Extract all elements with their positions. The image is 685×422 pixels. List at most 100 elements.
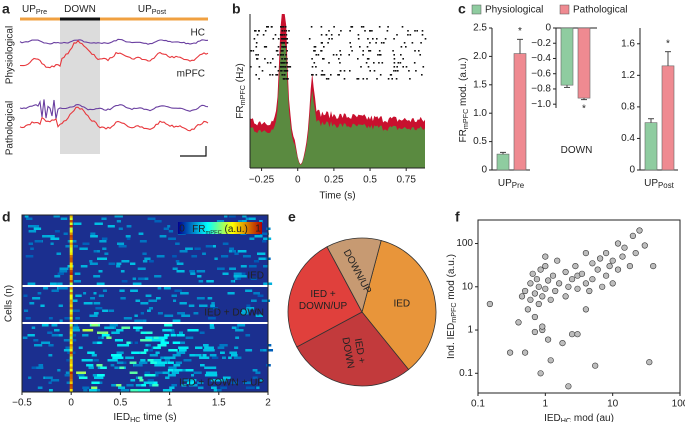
heatmap-cell xyxy=(162,329,172,332)
heatmap-cell xyxy=(178,341,186,344)
heatmap-cell xyxy=(35,225,40,228)
heatmap-cell xyxy=(191,374,195,377)
raster-spike xyxy=(409,78,411,80)
heatmap-onset xyxy=(69,272,73,275)
heatmap-cell xyxy=(41,341,51,344)
scatter-point xyxy=(602,250,610,257)
raster-spike xyxy=(284,26,287,28)
heatmap-cell xyxy=(195,346,203,349)
scatter-point xyxy=(562,293,569,300)
heatmap-cell xyxy=(250,307,255,310)
raster-spike xyxy=(320,26,323,28)
heatmap-onset xyxy=(69,215,73,218)
raster-spike xyxy=(281,30,283,32)
heatmap-cell xyxy=(147,379,154,382)
heatmap-cell xyxy=(48,381,52,384)
heatmap-cell xyxy=(157,344,167,347)
raster-spike xyxy=(272,58,274,60)
heatmap-cell xyxy=(149,349,153,352)
raster-spike xyxy=(378,62,380,64)
heatmap-cell xyxy=(82,242,90,245)
trace xyxy=(19,38,209,45)
heatmap-cell xyxy=(114,366,119,369)
category-label-main: UP xyxy=(644,178,658,189)
group-label: IED + DOWN + UP xyxy=(179,378,264,389)
heatmap-cell xyxy=(100,257,108,260)
raster-spike xyxy=(378,50,381,52)
heatmap-cell xyxy=(246,307,251,310)
raster-spike xyxy=(414,50,416,52)
heatmap-cell xyxy=(241,220,247,223)
raster-spike xyxy=(337,74,339,76)
raster-spike xyxy=(262,34,265,36)
heatmap-cell xyxy=(93,292,97,295)
x-axis-label: IEDHC mod (au) xyxy=(544,413,614,422)
heatmap-cell xyxy=(199,331,205,334)
heatmap-onset xyxy=(69,384,73,387)
heatmap-cell xyxy=(252,369,258,372)
raster-spike xyxy=(314,46,317,48)
heatmap-cell xyxy=(116,220,122,223)
heatmap-onset xyxy=(69,341,73,344)
raster-spike xyxy=(369,30,371,32)
heatmap-cell xyxy=(168,237,176,240)
x-axis-label-rest: mod (au) xyxy=(571,413,614,422)
scatter-point xyxy=(614,266,622,273)
heatmap-cell xyxy=(83,389,88,392)
heatmap-cell xyxy=(126,384,134,387)
raster-spike xyxy=(372,38,374,40)
heatmap-cell xyxy=(88,366,94,369)
heatmap-cell xyxy=(245,349,253,352)
heatmap-cell xyxy=(182,379,190,382)
heatmap-cell xyxy=(178,346,189,349)
heatmap-cell xyxy=(34,240,43,243)
raster-spike xyxy=(285,62,288,64)
heatmap-cell xyxy=(64,374,71,377)
scatter-point xyxy=(646,359,653,366)
heatmap-cell xyxy=(153,359,162,362)
raster-spike xyxy=(393,38,395,40)
heatmap-cell xyxy=(28,225,37,228)
raster-spike xyxy=(343,70,346,72)
scatter-point xyxy=(614,240,622,247)
raster-spike xyxy=(373,62,375,64)
raster-spike xyxy=(323,74,326,76)
scatter-point xyxy=(552,287,559,295)
heatmap-onset xyxy=(69,307,73,310)
heatmap-cell xyxy=(98,336,102,339)
plot-frame xyxy=(477,219,681,394)
y-tick-label: 1.5 xyxy=(473,79,487,90)
heatmap-cell xyxy=(139,240,147,243)
raster-spike xyxy=(287,78,289,80)
raster-spike xyxy=(328,62,330,64)
heatmap-cell xyxy=(78,376,88,379)
heatmap-cell xyxy=(98,270,103,273)
heatmap-cell xyxy=(116,329,124,332)
heatmap-cell xyxy=(33,227,42,230)
raster-spike xyxy=(285,38,288,40)
heatmap-cell xyxy=(245,386,255,389)
heatmap-cell xyxy=(241,272,246,275)
scatter-point xyxy=(539,293,546,300)
heatmap-cell xyxy=(86,364,94,367)
scatter-point xyxy=(544,336,552,343)
heatmap-cell xyxy=(208,317,216,320)
scatter-point xyxy=(542,263,549,270)
raster-spike xyxy=(276,74,279,76)
x-tick-label: 0.25 xyxy=(324,175,344,186)
heatmap-onset xyxy=(69,257,73,260)
heatmap-cell xyxy=(144,374,156,377)
raster-spike xyxy=(265,46,268,48)
heatmap-cell xyxy=(109,324,118,327)
raster-spike xyxy=(279,66,282,68)
heatmap-cell xyxy=(76,371,86,374)
heatmap-cell xyxy=(140,339,152,342)
heatmap-onset xyxy=(69,247,73,250)
heatmap-cell xyxy=(126,341,131,344)
raster-spike xyxy=(283,70,286,72)
slice-label: IED + DOWN/UP xyxy=(299,289,348,312)
heatmap-cell xyxy=(102,247,107,250)
raster-spike xyxy=(283,42,285,44)
heatmap-cell xyxy=(89,260,93,263)
scatter-point xyxy=(542,285,549,292)
